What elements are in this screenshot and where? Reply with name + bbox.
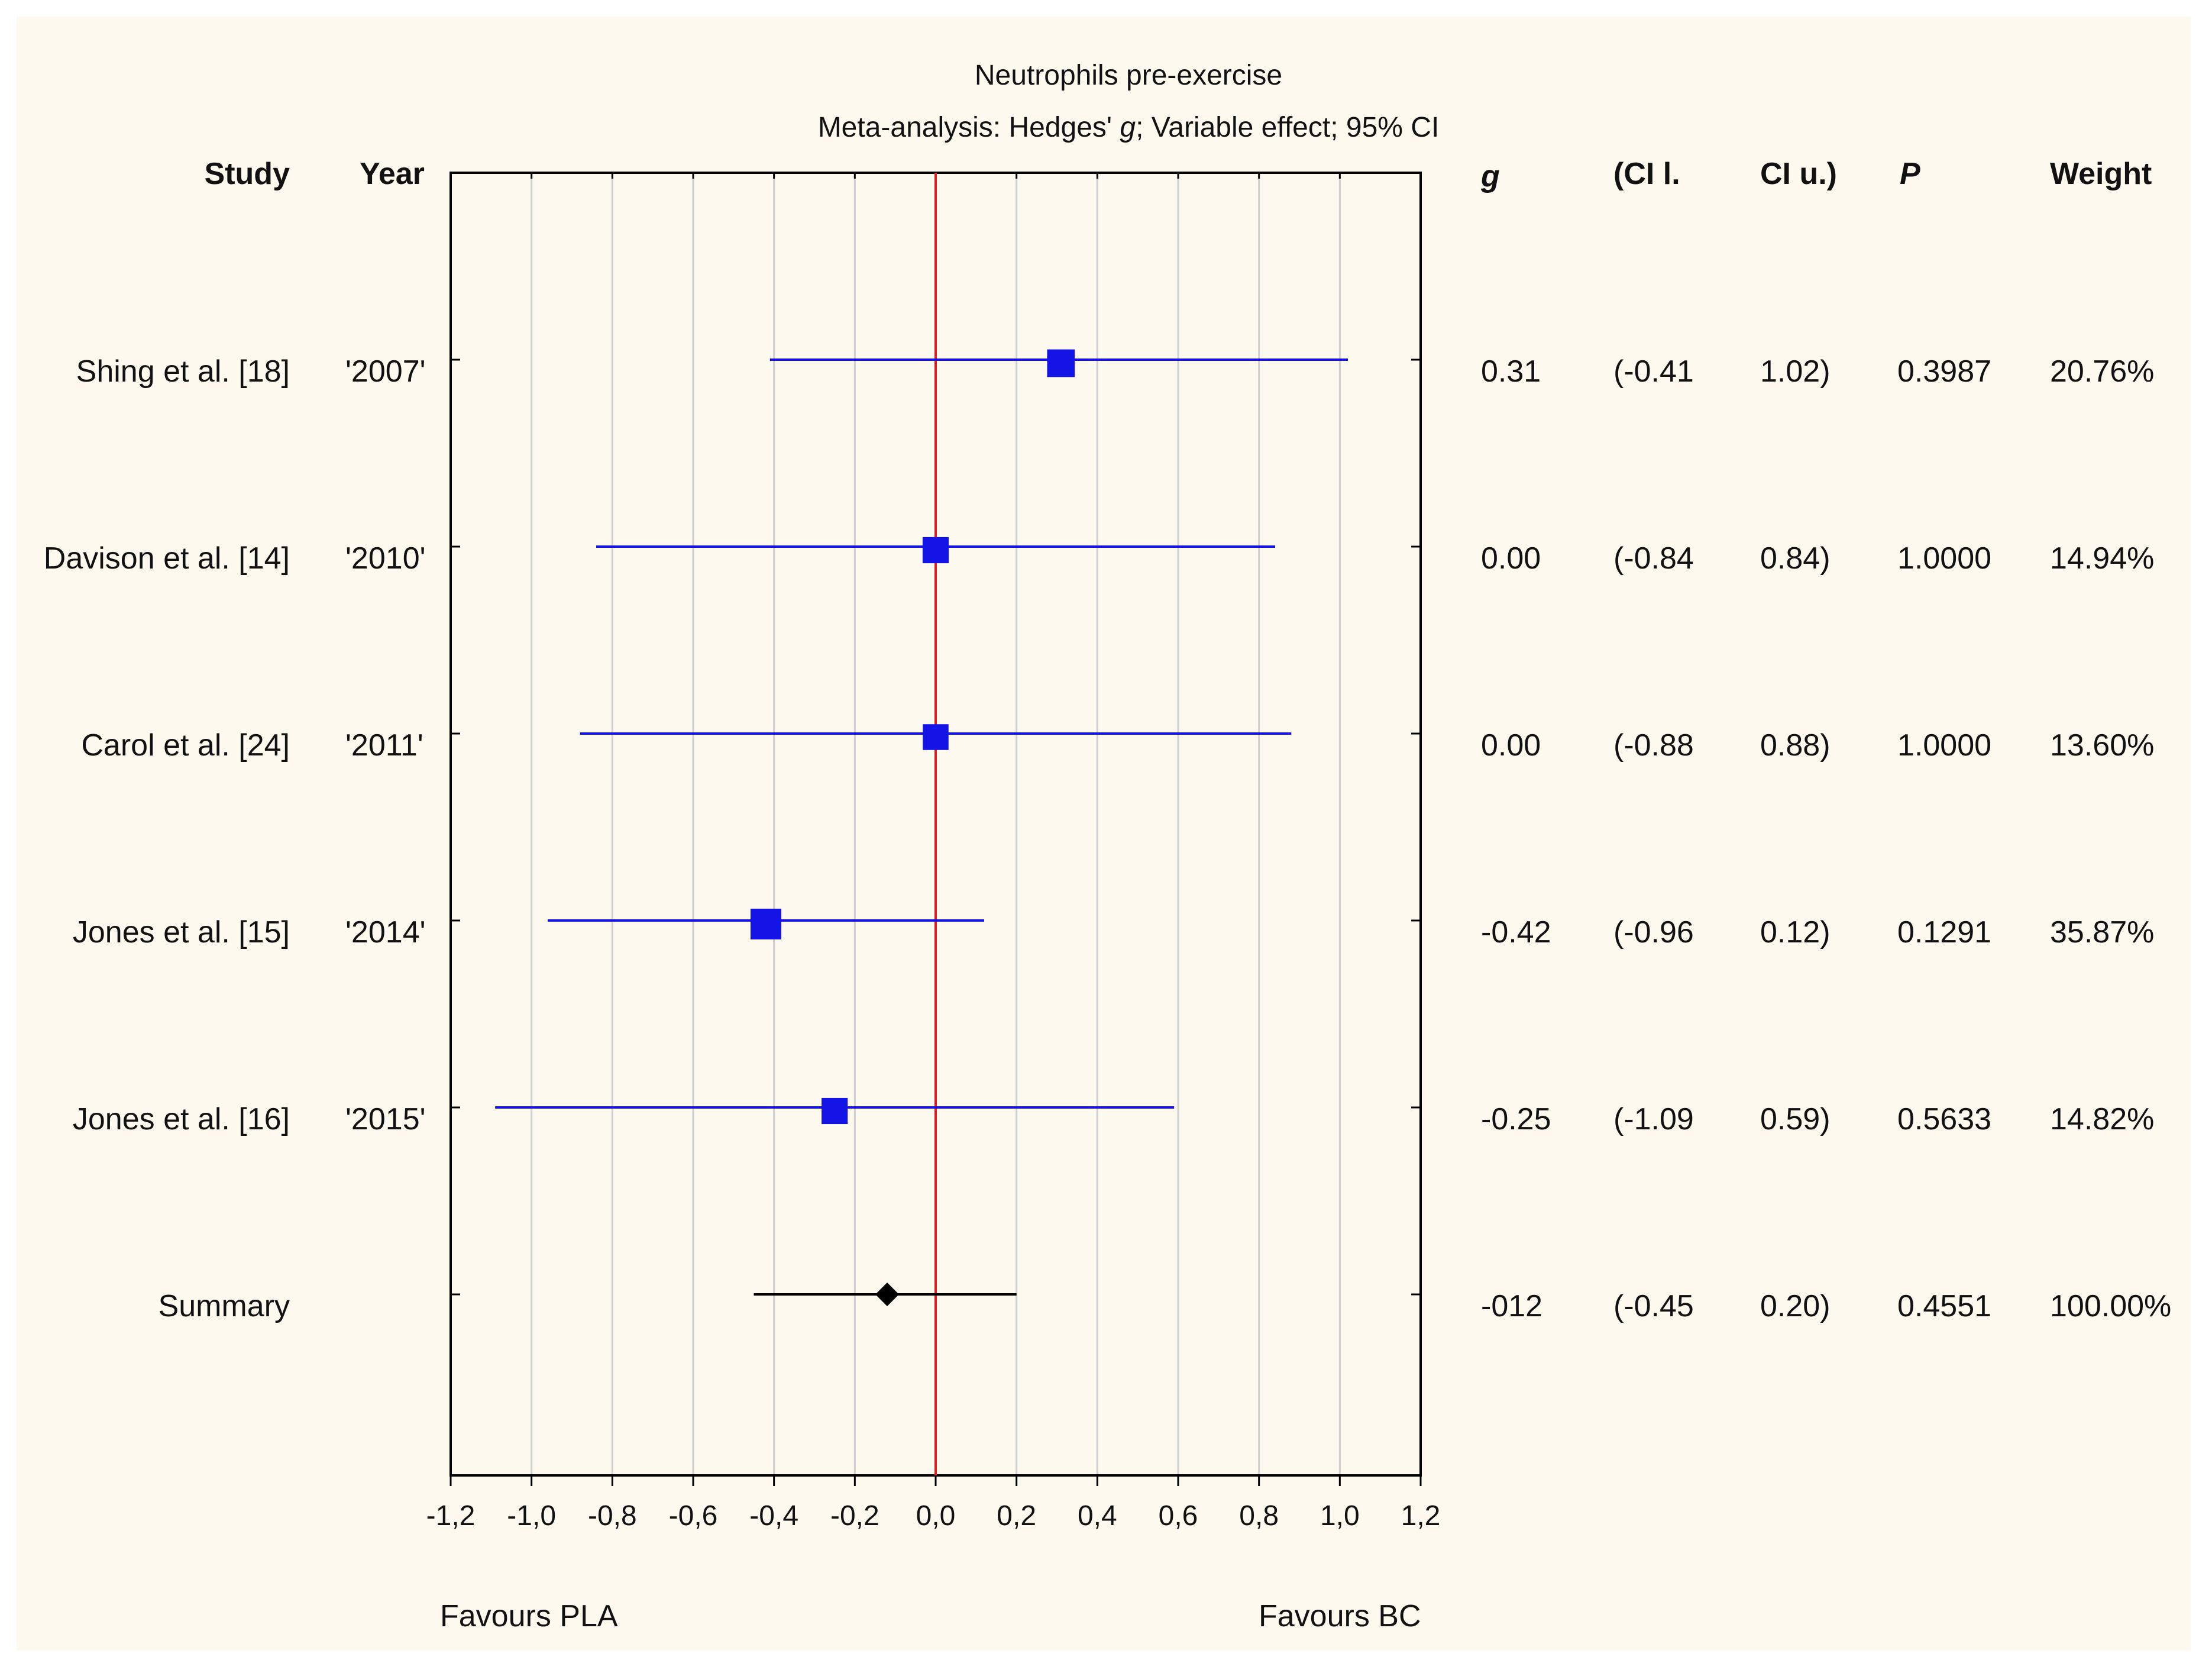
x-tick-label: -0,8 [588, 1500, 637, 1532]
header-year: Year [360, 157, 425, 191]
x-tick-label: -1,0 [507, 1500, 556, 1532]
study-year: '2015' [345, 1102, 426, 1136]
x-tick-label: 0,6 [1159, 1500, 1198, 1532]
x-tick-label: -0,2 [830, 1500, 879, 1532]
ci-lower-value: (-1.09 [1613, 1102, 1694, 1136]
weight-value: 35.87% [2050, 915, 2155, 949]
chart-title: Neutrophils pre-exercise [974, 60, 1283, 91]
chart-subtitle: Meta-analysis: Hedges' g; Variable effec… [655, 111, 1602, 144]
ci-upper-value: 0.20) [1760, 1289, 1831, 1323]
effect-square [922, 537, 949, 564]
g-value: 0.31 [1481, 354, 1541, 389]
weight-value: 14.82% [2050, 1102, 2155, 1136]
weight-value: 14.94% [2050, 541, 2155, 576]
subtitle-suffix: ; Variable effect; 95% CI [1136, 112, 1440, 143]
ci-upper-value: 0.12) [1760, 915, 1831, 949]
header-weight: Weight [2050, 157, 2152, 191]
ci-lower-value: (-0.41 [1613, 354, 1694, 389]
study-name: Carol et al. [24] [81, 728, 290, 763]
g-value: -0.25 [1481, 1102, 1551, 1136]
subtitle-italic-g: g [1120, 112, 1136, 143]
ci-upper-value: 0.84) [1760, 541, 1831, 576]
ci-upper-value: 0.59) [1760, 1102, 1831, 1136]
header-ci-lower: (CI l. [1613, 157, 1680, 191]
x-tick-label: 1,0 [1320, 1500, 1360, 1532]
forest-plot-area: -1,2 -1,0 -0,8 -0,6 -0,4 -0,2 0,0 0,2 0,4 0,6 0,8 1… [426, 172, 1441, 1532]
x-tick-label: 0,4 [1078, 1500, 1117, 1532]
header-g: g [1481, 159, 1500, 193]
x-tick-label: -0,6 [669, 1500, 718, 1532]
study-name: Jones et al. [16] [72, 1102, 290, 1136]
effect-square [751, 909, 781, 939]
study-name: Davison et al. [14] [43, 541, 290, 576]
x-tick-label: 0,0 [916, 1500, 956, 1532]
p-value: 1.0000 [1897, 728, 1992, 763]
forest-plot-figure: Neutrophils pre-exercise Meta-analysis: … [17, 17, 2191, 1651]
study-name: Shing et al. [18] [76, 354, 290, 389]
weight-value: 100.00% [2050, 1289, 2172, 1323]
p-value: 1.0000 [1897, 541, 1992, 576]
effect-square [923, 724, 949, 750]
x-tick-label: 0,8 [1239, 1500, 1279, 1532]
g-value: -012 [1481, 1289, 1543, 1323]
p-value: 0.5633 [1897, 1102, 1992, 1136]
study-name: Jones et al. [15] [72, 915, 290, 949]
x-tick-label: 0,2 [997, 1500, 1036, 1532]
ci-lower-value: (-0.96 [1613, 915, 1694, 949]
x-tick-label: -0,4 [749, 1500, 798, 1532]
effect-square [1047, 349, 1075, 377]
x-tick-label: -1,2 [426, 1500, 476, 1532]
summary-diamond [875, 1283, 899, 1306]
ci-upper-value: 0.88) [1760, 728, 1831, 763]
p-value: 0.4551 [1897, 1289, 1992, 1323]
ci-upper-value: 1.02) [1760, 354, 1831, 389]
study-year: '2014' [345, 915, 426, 949]
ci-lower-value: (-0.88 [1613, 728, 1694, 763]
study-year: '2007' [345, 354, 426, 389]
weight-value: 20.76% [2050, 354, 2155, 389]
subtitle-prefix: Meta-analysis: Hedges' [817, 112, 1120, 143]
summary-label: Summary [158, 1289, 290, 1323]
g-value: 0.00 [1481, 541, 1541, 576]
ci-lower-value: (-0.84 [1613, 541, 1694, 576]
x-tick-label: 1,2 [1401, 1500, 1441, 1532]
p-value: 0.1291 [1897, 915, 1992, 949]
weight-value: 13.60% [2050, 728, 2155, 763]
favours-right-label: Favours BC [1259, 1599, 1421, 1633]
favours-left-label: Favours PLA [440, 1599, 618, 1633]
header-ci-upper: CI u.) [1760, 157, 1837, 191]
g-value: 0.00 [1481, 728, 1541, 763]
effect-square [822, 1097, 848, 1125]
header-p: P [1900, 157, 1920, 191]
header-study: Study [204, 157, 290, 191]
g-value: -0.42 [1481, 915, 1551, 949]
study-year: '2010' [345, 541, 426, 576]
study-year: '2011' [345, 728, 423, 763]
ci-lower-value: (-0.45 [1613, 1289, 1694, 1323]
p-value: 0.3987 [1897, 354, 1992, 389]
